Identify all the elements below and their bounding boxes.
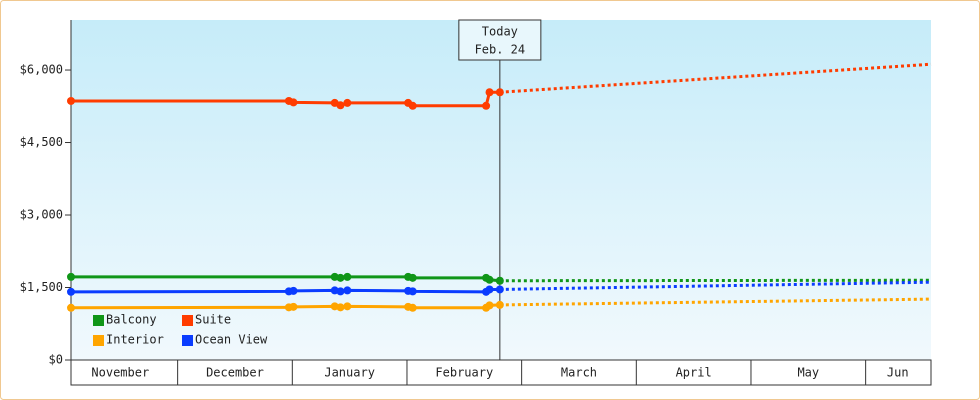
data-point: [495, 300, 504, 309]
data-point: [343, 286, 352, 295]
data-point: [67, 96, 75, 105]
y-tick-label: $6,000: [20, 63, 63, 77]
x-tick-label: May: [797, 366, 819, 380]
data-point: [343, 98, 352, 107]
legend-swatch: [93, 315, 104, 326]
data-point: [408, 303, 417, 312]
data-point: [408, 273, 417, 282]
x-axis-band: [70, 359, 932, 386]
legend-label: Ocean View: [195, 333, 268, 347]
data-point: [336, 101, 345, 110]
data-point: [67, 303, 75, 312]
forecast-line: [499, 62, 932, 94]
today-label: Feb. 24: [475, 43, 526, 57]
y-tick-label: $3,000: [20, 208, 63, 222]
data-point: [289, 286, 298, 295]
data-point: [343, 302, 352, 311]
data-point: [485, 285, 494, 294]
x-tick-label: Jun: [887, 366, 909, 380]
x-tick-label: March: [561, 366, 597, 380]
data-point: [343, 272, 352, 281]
y-tick-label: $0: [49, 353, 63, 367]
data-point: [495, 88, 504, 97]
data-point: [485, 301, 494, 310]
x-tick-label: November: [91, 366, 149, 380]
y-tick-label: $4,500: [20, 135, 63, 149]
data-point: [408, 287, 417, 296]
legend-swatch: [182, 315, 193, 326]
legend-label: Interior: [106, 333, 164, 347]
data-point: [336, 303, 345, 312]
x-tick-label: February: [435, 366, 493, 380]
legend-swatch: [182, 335, 193, 346]
data-point: [408, 101, 417, 110]
y-tick-label: $1,500: [20, 280, 63, 294]
data-point: [495, 276, 504, 285]
x-tick-label: December: [206, 366, 264, 380]
legend-swatch: [93, 335, 104, 346]
data-point: [482, 101, 491, 110]
x-tick-label: April: [676, 366, 712, 380]
today-label: Today: [482, 25, 518, 39]
legend-label: Suite: [195, 313, 231, 327]
data-point: [336, 273, 345, 282]
data-point: [67, 287, 75, 296]
data-point: [336, 287, 345, 296]
data-point: [289, 302, 298, 311]
data-point: [289, 98, 298, 107]
today-box: [458, 19, 542, 61]
data-point: [67, 272, 75, 281]
data-point: [485, 275, 494, 284]
data-point: [495, 285, 504, 294]
legend-label: Balcony: [106, 313, 157, 327]
x-tick-label: January: [324, 366, 375, 380]
data-point: [485, 88, 494, 97]
